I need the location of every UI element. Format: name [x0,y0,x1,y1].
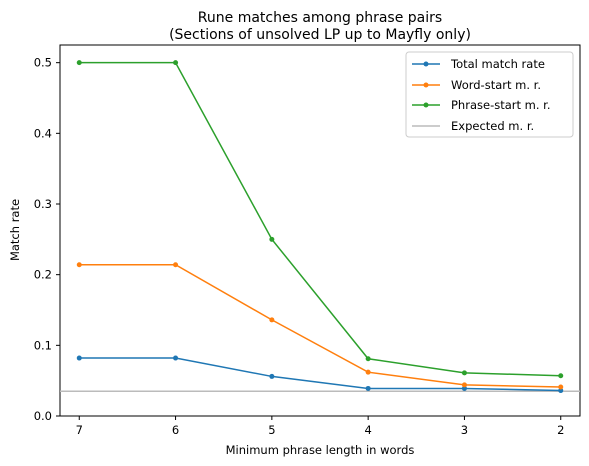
y-tick-label: 0.3 [34,197,52,211]
data-point [366,386,371,391]
series-word-start-m-r [77,262,563,389]
y-axis-label: Match rate [8,199,22,261]
data-point [77,356,82,361]
legend-label-total: Total match rate [450,57,545,71]
chart-title-line-2: (Sections of unsolved LP up to Mayfly on… [169,27,471,43]
y-tick-label: 0.4 [34,126,52,140]
legend-marker-phrase-start [424,103,429,108]
data-point [462,370,467,375]
x-tick-label: 2 [557,423,564,437]
x-tick-label: 5 [268,423,275,437]
series-line [79,265,560,387]
legend: Total match rate Word-start m. r. Phrase… [406,52,573,137]
data-point [558,373,563,378]
data-point [366,356,371,361]
legend-marker-total [424,62,429,67]
data-point [269,317,274,322]
x-axis-label: Minimum phrase length in words [226,443,415,457]
data-point [173,262,178,267]
data-point [77,262,82,267]
y-axis: 0.0 0.1 0.2 0.3 0.4 0.5 [34,56,60,423]
legend-marker-word-start [424,83,429,88]
x-tick-label: 7 [76,423,83,437]
y-tick-label: 0.0 [34,409,52,423]
y-tick-label: 0.2 [34,268,52,282]
y-tick-label: 0.5 [34,56,52,70]
x-tick-label: 3 [461,423,468,437]
data-point [269,374,274,379]
legend-label-word-start: Word-start m. r. [451,78,541,92]
data-point [558,385,563,390]
x-axis: 7 6 5 4 3 2 [76,416,565,437]
x-tick-label: 4 [364,423,371,437]
data-point [77,60,82,65]
x-tick-label: 6 [172,423,179,437]
chart-title-line-1: Rune matches among phrase pairs [198,10,442,26]
legend-label-phrase-start: Phrase-start m. r. [451,98,551,112]
data-point [462,382,467,387]
data-point [173,356,178,361]
data-point [366,370,371,375]
y-tick-label: 0.1 [34,338,52,352]
legend-label-expected: Expected m. r. [451,119,534,133]
data-point [173,60,178,65]
data-point [269,237,274,242]
